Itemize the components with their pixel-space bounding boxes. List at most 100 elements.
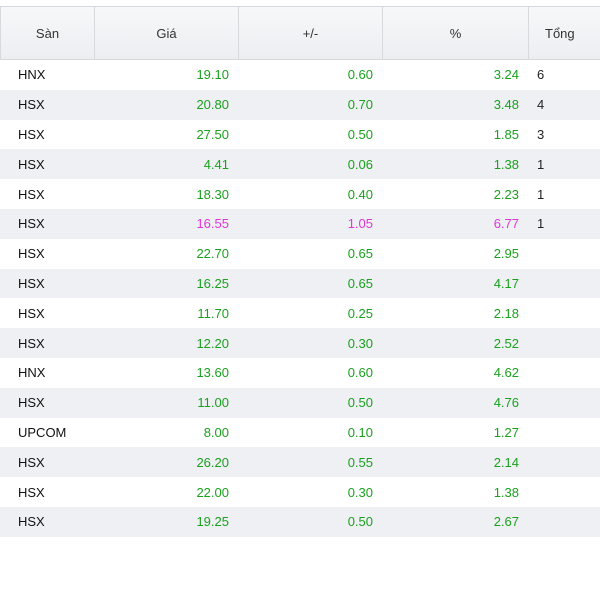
cell-percent: 2.67 [493,514,519,530]
table-row[interactable]: UPCOM 8.00 0.10 1.27 [0,417,600,448]
cell-exchange: HSX [18,246,45,262]
cell-price: 18.30 [196,186,229,202]
column-header-total[interactable]: Tổng [529,7,600,59]
cell-change: 0.40 [347,186,373,202]
cell-percent: 2.52 [493,335,519,351]
cell-price: 16.55 [196,216,229,232]
cell-percent: 4.17 [493,275,519,291]
cell-total: 1 [537,156,545,172]
cell-change: 0.06 [347,156,373,172]
table-row[interactable]: HNX 19.10 0.60 3.24 6 [0,60,600,90]
cell-exchange: HSX [18,275,45,291]
cell-percent: 2.14 [493,454,519,470]
column-header-change[interactable]: +/- [239,7,383,59]
cell-price: 22.70 [196,246,229,262]
cell-price: 16.25 [196,275,229,291]
cell-change: 0.10 [347,424,373,440]
cell-exchange: HSX [18,156,45,172]
cell-total [529,269,600,299]
cell-price: 4.41 [203,156,229,172]
cell-percent: 2.23 [493,186,519,202]
cell-price: 13.60 [196,365,229,381]
cell-exchange: HSX [18,126,45,142]
cell-price: 22.00 [196,484,229,500]
cell-exchange: HSX [18,454,45,470]
cell-exchange: UPCOM [18,424,67,440]
cell-exchange: HSX [18,97,45,113]
table-row[interactable]: HSX 16.25 0.65 4.17 [0,268,600,299]
cell-exchange: HSX [18,395,45,411]
table-row[interactable]: HSX 20.80 0.70 3.48 4 [0,89,600,120]
cell-exchange: HSX [18,216,45,232]
cell-price: 20.80 [196,97,229,113]
table-row[interactable]: HSX 22.70 0.65 2.95 [0,238,600,269]
cell-percent: 2.18 [493,305,519,321]
cell-exchange: HSX [18,305,45,321]
cell-percent: 1.27 [493,424,519,440]
cell-percent: 1.38 [493,156,519,172]
cell-exchange: HSX [18,514,45,530]
table-body: HNX 19.10 0.60 3.24 6 HSX 20.80 0.70 3.48 4 HSX 27.… [0,60,600,537]
cell-change: 0.65 [347,275,373,291]
table-row[interactable]: HSX 22.00 0.30 1.38 [0,477,600,507]
cell-price: 11.70 [197,305,229,321]
cell-price: 19.25 [196,514,229,530]
stock-table: Sàn Giá +/- % Tổng HNX 19.10 0.60 3.24 6 HSX 2… [0,6,600,537]
cell-percent: 4.76 [493,395,519,411]
table-header: Sàn Giá +/- % Tổng [0,6,600,60]
cell-change: 0.70 [347,97,373,113]
cell-price: 12.20 [196,335,229,351]
cell-change: 0.50 [347,395,373,411]
cell-total: 3 [537,126,545,142]
cell-change: 0.30 [347,484,373,500]
cell-percent: 4.62 [493,365,519,381]
cell-price: 26.20 [196,454,229,470]
cell-percent: 3.48 [493,97,519,113]
cell-percent: 2.95 [493,246,519,262]
cell-percent: 3.24 [493,67,519,83]
cell-total: 1 [537,216,545,232]
cell-price: 8.00 [203,424,229,440]
cell-change: 1.05 [347,216,373,232]
cell-total [529,477,600,507]
table-row[interactable]: HNX 13.60 0.60 4.62 [0,357,600,388]
cell-price: 11.00 [197,395,229,411]
cell-percent: 6.77 [493,216,519,232]
cell-exchange: HSX [18,186,45,202]
cell-change: 0.50 [347,514,373,530]
cell-total [529,418,600,448]
cell-price: 27.50 [196,126,229,142]
table-row[interactable]: HSX 4.41 0.06 1.38 1 [0,149,600,180]
cell-total [529,328,600,358]
table-row[interactable]: HSX 19.25 0.50 2.67 [0,506,600,537]
cell-total [529,507,600,537]
cell-total [529,447,600,477]
cell-total [529,239,600,269]
cell-total [529,358,600,388]
table-row[interactable]: HSX 11.70 0.25 2.18 [0,298,600,329]
cell-change: 0.30 [347,335,373,351]
column-header-percent[interactable]: % [383,7,529,59]
cell-exchange: HSX [18,484,45,500]
table-row[interactable]: HSX 27.50 0.50 1.85 3 [0,119,600,150]
cell-exchange: HNX [18,365,46,381]
cell-change: 0.60 [347,67,373,83]
cell-change: 0.65 [347,246,373,262]
cell-change: 0.50 [347,126,373,142]
column-header-exchange[interactable]: Sàn [0,7,95,59]
table-row[interactable]: HSX 16.55 1.05 6.77 1 [0,208,600,239]
cell-percent: 1.85 [493,126,519,142]
cell-change: 0.25 [347,305,373,321]
cell-total [529,388,600,418]
table-row[interactable]: HSX 11.00 0.50 4.76 [0,387,600,418]
table-row[interactable]: HSX 12.20 0.30 2.52 [0,328,600,358]
cell-total: 6 [537,67,545,83]
cell-exchange: HNX [18,67,46,83]
table-row[interactable]: HSX 18.30 0.40 2.23 1 [0,179,600,209]
cell-total [529,298,600,328]
cell-exchange: HSX [18,335,45,351]
cell-price: 19.10 [196,67,229,83]
column-header-price[interactable]: Giá [95,7,239,59]
table-row[interactable]: HSX 26.20 0.55 2.14 [0,447,600,478]
